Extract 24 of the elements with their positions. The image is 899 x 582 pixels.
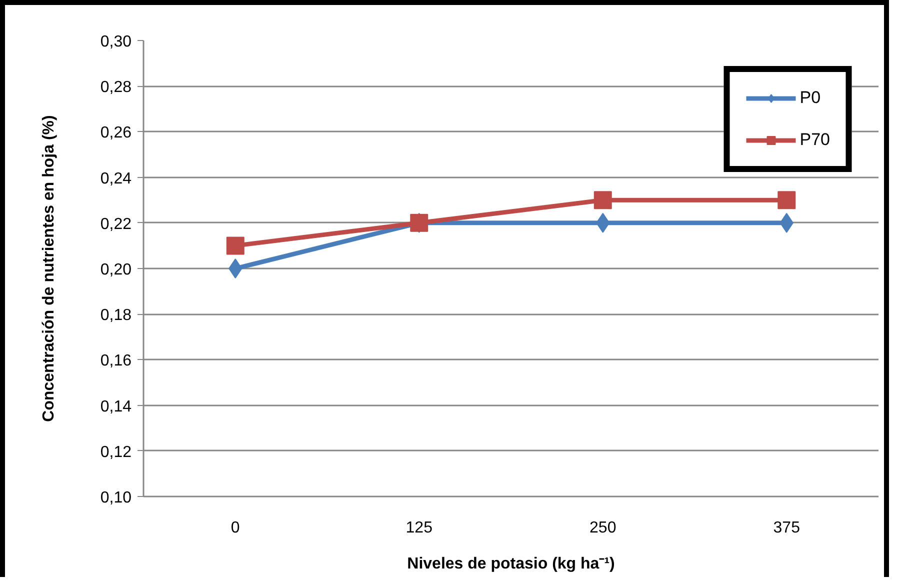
- y-tick-label: 0,20: [100, 262, 132, 278]
- y-tick-label: 0,14: [100, 398, 132, 416]
- legend-label: P0: [800, 88, 821, 108]
- y-tick-label: 0,10: [100, 490, 132, 506]
- y-tick-label: 0,24: [100, 170, 132, 188]
- x-axis-title: Niveles de potasio (kg ha⁻¹): [407, 556, 615, 572]
- point: [410, 214, 428, 232]
- point: [226, 236, 244, 255]
- x-tick-label: 250: [590, 520, 616, 536]
- y-axis-title: Concentración de nutrientes en hoja (%): [40, 115, 58, 422]
- x-tick-label: 125: [406, 520, 433, 536]
- x-tick-label: 375: [773, 520, 800, 536]
- y-tick-label: 0,22: [100, 216, 132, 233]
- point: [778, 191, 796, 210]
- x-tick-label: 0: [230, 520, 240, 536]
- point: [228, 258, 242, 278]
- y-tick-label: 0,12: [100, 444, 132, 461]
- y-tick-label: 0,26: [100, 124, 132, 142]
- y-tick-label: 0,18: [100, 307, 132, 324]
- legend-label: P70: [800, 130, 830, 150]
- y-tick-label: 0,30: [100, 34, 132, 50]
- point: [594, 191, 612, 210]
- y-tick-label: 0,28: [100, 79, 132, 96]
- y-tick-label: 0,16: [100, 352, 132, 370]
